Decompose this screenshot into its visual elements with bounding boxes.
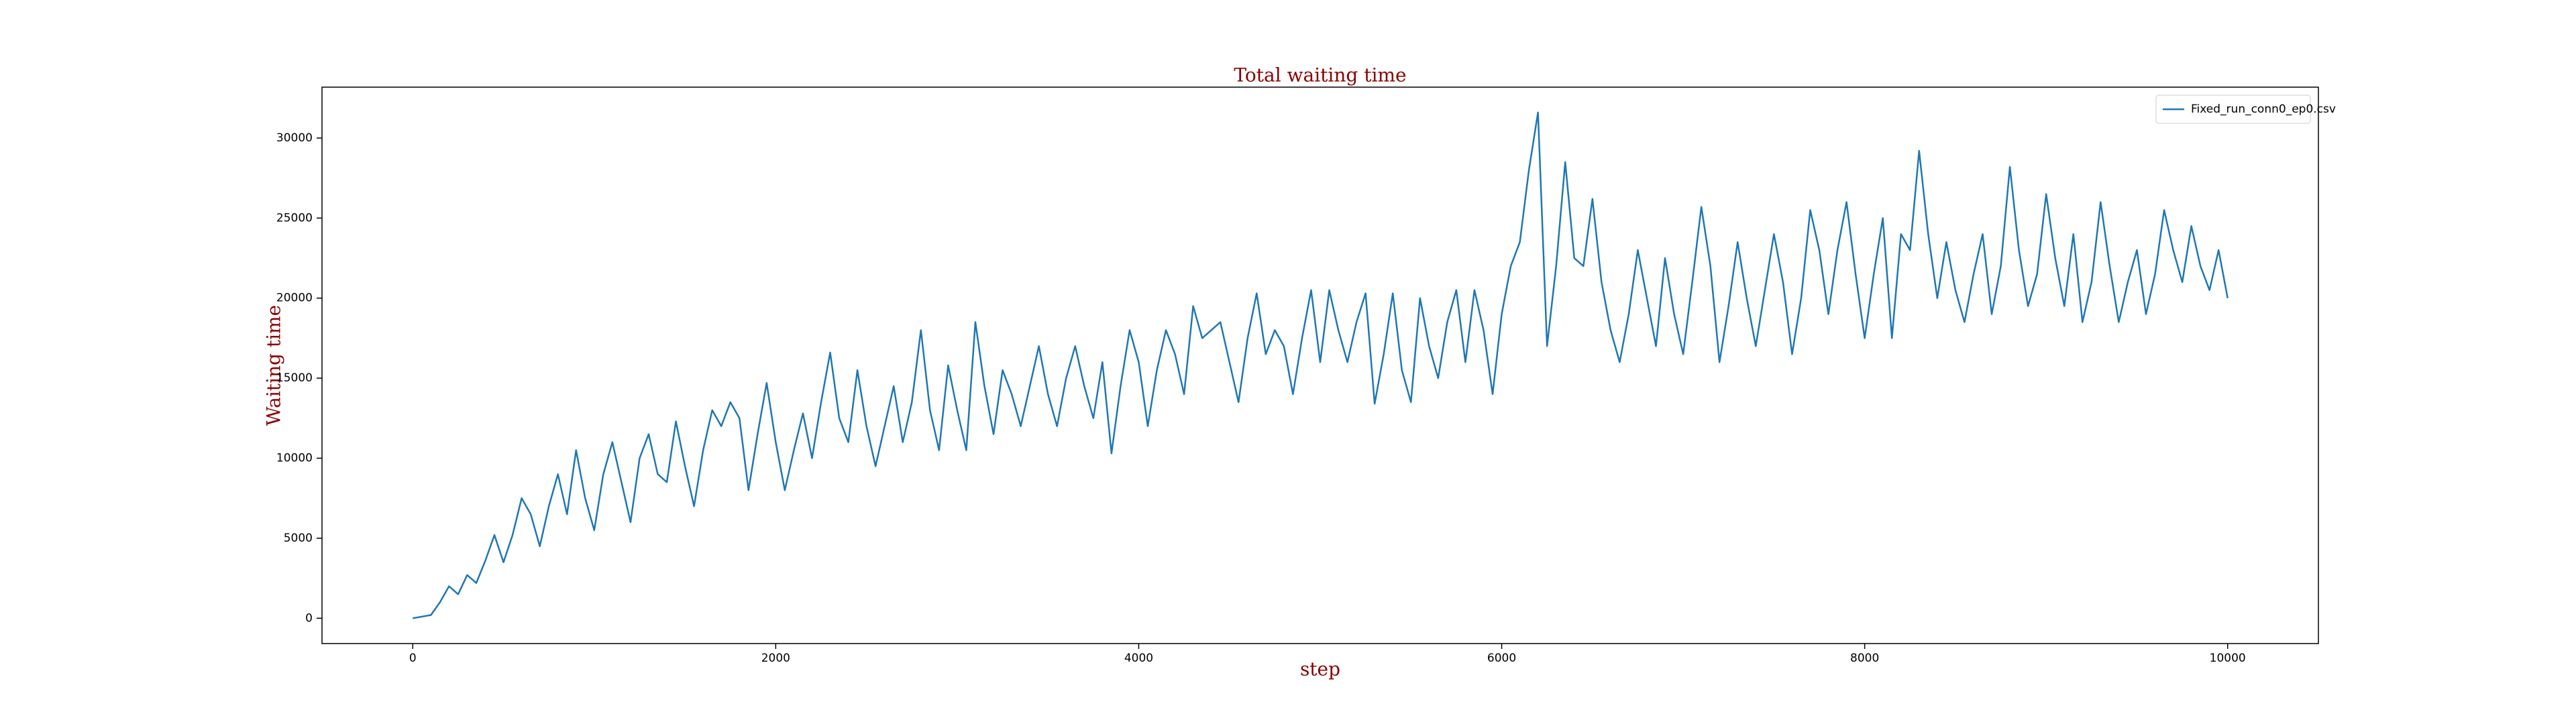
x-tick-label: 6000 xyxy=(1487,652,1516,665)
y-tick-label: 25000 xyxy=(276,211,313,225)
y-axis-label: Waiting time xyxy=(263,305,285,426)
y-tick-label: 20000 xyxy=(276,292,313,305)
data-line xyxy=(413,111,2229,619)
x-tick-label: 0 xyxy=(409,652,417,665)
x-axis-label: step xyxy=(1300,658,1340,680)
y-tick-label: 10000 xyxy=(276,451,313,465)
x-tick-label: 2000 xyxy=(761,652,790,665)
x-tick-label: 10000 xyxy=(2210,652,2246,665)
x-tick-label: 8000 xyxy=(1850,652,1879,665)
legend-label: Fixed_run_conn0_ep0.csv xyxy=(2191,103,2336,116)
y-tick-label: 30000 xyxy=(276,131,313,145)
y-tick-label: 5000 xyxy=(284,532,313,545)
legend-box xyxy=(2155,95,2311,124)
chart-title: Total waiting time xyxy=(1234,64,1406,86)
y-tick-label: 0 xyxy=(305,611,313,625)
x-tick-label: 4000 xyxy=(1124,652,1153,665)
y-tick-label: 15000 xyxy=(276,371,313,385)
plot-frame xyxy=(321,86,2319,644)
